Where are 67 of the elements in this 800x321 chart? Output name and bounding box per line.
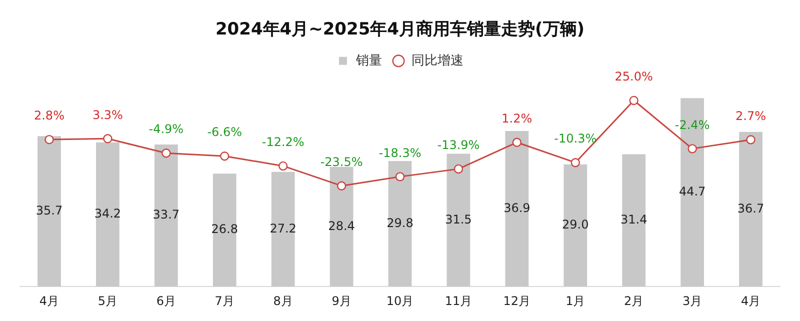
point <box>336 181 346 190</box>
x-tick-label: 5月 <box>98 294 118 308</box>
data-label: 27.2 <box>270 221 296 236</box>
point <box>746 135 756 144</box>
data-label: 44.7 <box>678 184 706 198</box>
x-tick-label: 4月 <box>740 294 761 308</box>
point <box>278 161 288 171</box>
bar <box>96 142 120 287</box>
point <box>688 144 697 154</box>
x-tick-label: 2月 <box>624 294 644 308</box>
x-tick-label: 3月 <box>682 294 702 308</box>
data-label: 29.8 <box>386 216 414 230</box>
data-label: 25.0% <box>614 70 653 84</box>
point <box>570 158 580 168</box>
data-label: -4.9% <box>148 122 184 136</box>
point <box>103 134 112 144</box>
data-label: 29.0 <box>562 218 589 232</box>
point <box>454 164 464 174</box>
data-label: 36.9 <box>504 200 530 215</box>
data-label: -18.3% <box>378 146 422 160</box>
x-tick-label: 1月 <box>566 294 586 308</box>
data-label: 2.8% <box>34 108 64 123</box>
bar <box>564 164 588 287</box>
data-label: 31.4 <box>620 212 648 227</box>
data-label: 33.7 <box>152 208 180 222</box>
bar <box>622 154 646 287</box>
bar <box>739 132 762 287</box>
bar <box>154 144 178 287</box>
x-tick-label: 11月 <box>444 294 472 308</box>
data-label: 2.7% <box>736 108 766 123</box>
point <box>44 134 54 144</box>
data-label: 26.8 <box>211 222 238 236</box>
x-tick-label: 12月 <box>503 294 531 308</box>
x-tick-label: 10月 <box>386 294 414 308</box>
point <box>162 148 171 158</box>
point <box>512 138 522 147</box>
data-label: 3.3% <box>92 108 123 122</box>
bar <box>212 174 236 287</box>
point <box>220 151 230 161</box>
data-label: 28.4 <box>328 218 355 233</box>
data-label: -23.5% <box>320 154 363 169</box>
bar <box>271 172 295 287</box>
x-tick-label: 7月 <box>214 294 234 308</box>
data-label: -6.6% <box>207 125 242 140</box>
chart-title: 2024年4月~2025年4月商用车销量走势(万辆) <box>215 20 585 40</box>
bar <box>446 154 470 287</box>
bar <box>505 131 529 287</box>
bar <box>38 136 61 287</box>
bar <box>330 166 354 287</box>
data-label: 35.7 <box>36 203 63 218</box>
data-label: -2.4% <box>674 118 710 132</box>
x-tick-label: 4月 <box>39 294 60 308</box>
point <box>629 96 638 106</box>
data-label: 34.2 <box>94 206 122 221</box>
data-label: -13.9% <box>437 138 480 152</box>
legend-label: 销量 <box>355 53 382 68</box>
point <box>395 172 405 182</box>
legend-label: 同比增速 <box>412 53 464 68</box>
data-label: 31.5 <box>445 212 472 226</box>
x-tick-label: 9月 <box>332 294 352 308</box>
data-label: -12.2% <box>262 135 304 150</box>
bar <box>388 160 412 287</box>
x-tick-label: 6月 <box>156 294 176 308</box>
data-label: -10.3% <box>554 132 597 146</box>
data-label: 36.7 <box>737 201 764 216</box>
data-label: 1.2% <box>502 111 532 126</box>
x-tick-label: 8月 <box>273 294 293 308</box>
